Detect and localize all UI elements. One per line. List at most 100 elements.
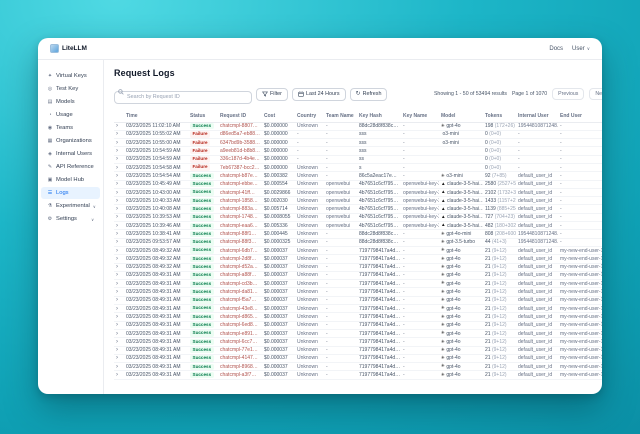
table-row[interactable]: › 03/23/2025 10:55:00 AM Failure 6347bd9…: [114, 138, 602, 148]
sidebar-item-virtual-keys[interactable]: ✦ Virtual Keys: [41, 70, 100, 82]
expand-row-icon[interactable]: ›: [116, 305, 118, 312]
cell-request-id[interactable]: chatcmpl-a3f7…: [218, 370, 262, 380]
cell-request-id[interactable]: chatcmpl-8807…: [218, 122, 262, 131]
expand-row-icon[interactable]: ›: [116, 255, 118, 262]
expand-row-icon[interactable]: ›: [116, 338, 118, 345]
sidebar-item-teams[interactable]: ◉ Teams: [41, 122, 100, 134]
expand-row-icon[interactable]: ›: [116, 214, 118, 221]
expand-row-icon[interactable]: ›: [116, 297, 118, 304]
expand-row-icon[interactable]: ›: [116, 148, 118, 155]
cell-request-id[interactable]: chatcmpl-d865…: [218, 312, 262, 322]
table-row[interactable]: › 03/23/2025 11:02:10 AM Success chatcmp…: [114, 122, 602, 131]
filter-button[interactable]: Filter: [256, 87, 288, 101]
cell-request-id[interactable]: chatcmpl-6db7…: [218, 246, 262, 256]
cell-request-id[interactable]: chatcmpl-cd3b…: [218, 279, 262, 289]
table-row[interactable]: › 03/23/2025 08:49:32 AM Success chatcmp…: [114, 254, 602, 264]
cell-request-id[interactable]: d86ed5a7-eb88…: [218, 130, 262, 140]
sidebar-item-logs[interactable]: ☰ Logs: [41, 187, 100, 199]
cell-request-id[interactable]: chatcmpl-1748…: [218, 213, 262, 223]
table-row[interactable]: › 03/23/2025 10:40:08 AM Success chatcmp…: [114, 204, 602, 214]
cell-request-id[interactable]: chatcmpl-8968…: [218, 362, 262, 372]
cell-request-id[interactable]: chatcmpl-2d8f…: [218, 254, 262, 264]
expand-row-icon[interactable]: ›: [116, 289, 118, 296]
table-row[interactable]: › 03/23/2025 10:54:54 AM Success chatcmp…: [114, 171, 602, 181]
table-row[interactable]: › 03/23/2025 09:53:57 AM Success chatcmp…: [114, 238, 602, 247]
next-page-button[interactable]: Next: [589, 88, 602, 101]
table-row[interactable]: › 03/23/2025 08:49:31 AM Success chatcmp…: [114, 346, 602, 355]
cell-request-id[interactable]: chatcmpl-d52a…: [218, 263, 262, 272]
cell-request-id[interactable]: chatcmpl-eaa6…: [218, 221, 262, 231]
expand-row-icon[interactable]: ›: [116, 172, 118, 179]
expand-row-icon[interactable]: ›: [116, 239, 118, 246]
cell-request-id[interactable]: chatcmpl-e891…: [218, 329, 262, 339]
sidebar-item-organizations[interactable]: ▦ Organizations: [41, 135, 100, 147]
search-input[interactable]: [114, 90, 252, 104]
expand-row-icon[interactable]: ›: [116, 372, 118, 379]
sidebar-item-api-reference[interactable]: ✎ API Reference: [41, 161, 100, 173]
cell-request-id[interactable]: chatcmpl-41ff…: [218, 188, 262, 198]
sidebar-item-model-hub[interactable]: ▣ Model Hub: [41, 174, 100, 186]
cell-request-id[interactable]: 336c187d-4b4e…: [218, 155, 262, 165]
cell-request-id[interactable]: chatcmpl-da81…: [218, 287, 262, 297]
cell-request-id[interactable]: chatcmpl-6ed8…: [218, 321, 262, 330]
table-row[interactable]: › 03/23/2025 10:45:49 AM Success chatcmp…: [114, 180, 602, 189]
cell-request-id[interactable]: 6347bd9b-3588…: [218, 138, 262, 148]
table-row[interactable]: › 03/23/2025 10:54:59 AM Failure a9eeb81…: [114, 146, 602, 156]
cell-request-id[interactable]: chatcmpl-883a…: [218, 204, 262, 214]
table-row[interactable]: › 03/23/2025 08:49:31 AM Success chatcmp…: [114, 312, 602, 322]
expand-row-icon[interactable]: ›: [116, 197, 118, 204]
refresh-button[interactable]: ↻ Refresh: [349, 87, 388, 101]
table-row[interactable]: › 03/23/2025 08:49:31 AM Success chatcmp…: [114, 296, 602, 306]
expand-row-icon[interactable]: ›: [116, 206, 118, 213]
table-row[interactable]: › 03/23/2025 08:49:31 AM Success chatcmp…: [114, 271, 602, 281]
table-row[interactable]: › 03/23/2025 10:40:33 AM Success chatcmp…: [114, 196, 602, 206]
cell-request-id[interactable]: chatcmpl-a88f…: [218, 271, 262, 281]
expand-row-icon[interactable]: ›: [116, 272, 118, 279]
expand-row-icon[interactable]: ›: [116, 131, 118, 138]
expand-row-icon[interactable]: ›: [116, 322, 118, 329]
expand-row-icon[interactable]: ›: [116, 313, 118, 320]
brand[interactable]: LiteLLM: [50, 44, 87, 53]
expand-row-icon[interactable]: ›: [116, 181, 118, 188]
table-row[interactable]: › 03/23/2025 10:43:00 AM Success chatcmp…: [114, 188, 602, 198]
cell-request-id[interactable]: chatcmpl-ebbe…: [218, 180, 262, 189]
previous-page-button[interactable]: Previous: [552, 88, 585, 101]
table-row[interactable]: › 03/23/2025 10:54:58 AM Failure 7eb6738…: [114, 163, 602, 173]
docs-link[interactable]: Docs: [549, 45, 564, 52]
table-row[interactable]: › 03/23/2025 08:49:31 AM Success chatcmp…: [114, 321, 602, 330]
table-row[interactable]: › 03/23/2025 10:39:46 AM Success chatcmp…: [114, 221, 602, 231]
expand-row-icon[interactable]: ›: [116, 347, 118, 354]
table-row[interactable]: › 03/23/2025 08:49:32 AM Success chatcmp…: [114, 246, 602, 256]
cell-request-id[interactable]: chatcmpl-4147…: [218, 354, 262, 364]
table-row[interactable]: › 03/23/2025 08:49:31 AM Success chatcmp…: [114, 354, 602, 364]
expand-row-icon[interactable]: ›: [116, 355, 118, 362]
expand-row-icon[interactable]: ›: [116, 247, 118, 254]
user-menu[interactable]: User ∨: [572, 46, 590, 52]
expand-row-icon[interactable]: ›: [116, 231, 118, 237]
expand-row-icon[interactable]: ›: [116, 189, 118, 196]
table-row[interactable]: › 03/23/2025 08:49:31 AM Success chatcmp…: [114, 304, 602, 314]
cell-request-id[interactable]: chatcmpl-77e1…: [218, 346, 262, 355]
cell-request-id[interactable]: chatcmpl-1858…: [218, 196, 262, 206]
expand-row-icon[interactable]: ›: [116, 164, 118, 171]
table-row[interactable]: › 03/23/2025 10:38:41 AM Success chatcmp…: [114, 229, 602, 239]
table-row[interactable]: › 03/23/2025 08:49:32 AM Success chatcmp…: [114, 263, 602, 272]
cell-request-id[interactable]: chatcmpl-88f1…: [218, 229, 262, 239]
table-row[interactable]: › 03/23/2025 10:55:02 AM Failure d86ed5a…: [114, 130, 602, 140]
expand-row-icon[interactable]: ›: [116, 139, 118, 146]
table-row[interactable]: › 03/23/2025 10:39:53 AM Success chatcmp…: [114, 213, 602, 223]
expand-row-icon[interactable]: ›: [116, 280, 118, 287]
cell-request-id[interactable]: 7eb67387-bcc2…: [218, 163, 262, 173]
sidebar-item-settings[interactable]: ⚙ Settings ∨: [41, 213, 100, 225]
cell-request-id[interactable]: chatcmpl-6cc7…: [218, 337, 262, 347]
expand-row-icon[interactable]: ›: [116, 222, 118, 229]
expand-row-icon[interactable]: ›: [116, 123, 118, 130]
table-row[interactable]: › 03/23/2025 08:49:31 AM Success chatcmp…: [114, 337, 602, 347]
sidebar-item-usage[interactable]: ◔ Usage: [41, 109, 100, 121]
expand-row-icon[interactable]: ›: [116, 156, 118, 163]
table-row[interactable]: › 03/23/2025 08:49:31 AM Success chatcmp…: [114, 279, 602, 289]
table-row[interactable]: › 03/23/2025 10:54:59 AM Failure 336c187…: [114, 155, 602, 165]
sidebar-item-test-key[interactable]: ◎ Test Key: [41, 83, 100, 95]
table-row[interactable]: › 03/23/2025 08:49:31 AM Success chatcmp…: [114, 287, 602, 297]
table-row[interactable]: › 03/23/2025 08:49:31 AM Success chatcmp…: [114, 329, 602, 339]
